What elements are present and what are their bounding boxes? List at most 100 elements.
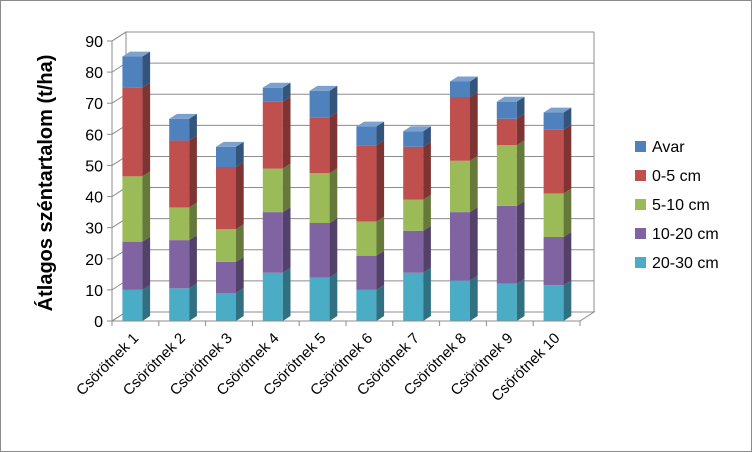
legend-item: Avar: [635, 139, 685, 156]
bar-front: [543, 237, 564, 286]
bar-front: [450, 160, 470, 213]
bar-top: [543, 107, 572, 113]
bar-side: [376, 140, 385, 222]
legend-item: 5-10 cm: [635, 197, 710, 214]
legend-swatch: [635, 170, 646, 181]
bar-side: [516, 278, 525, 321]
bar-segment-10-20-cm: [356, 250, 385, 290]
bar-front: [356, 255, 377, 290]
bar-segment-10-20-cm: [122, 236, 151, 290]
bar-side: [236, 288, 244, 321]
y-tick-label: 90: [85, 34, 103, 51]
bar-side: [189, 235, 197, 289]
y-axis-title: Átlagos széntartalom (t/ha): [34, 55, 57, 312]
legend-item: 10-20 cm: [635, 226, 719, 243]
bar-front: [496, 205, 517, 284]
y-tick-label: 70: [85, 96, 103, 113]
bar-front: [122, 241, 143, 290]
bar-side: [376, 216, 385, 256]
bar-side: [142, 82, 151, 177]
bar-side: [189, 113, 197, 141]
bar-front: [169, 207, 190, 241]
bar-front: [496, 145, 517, 206]
y-tick-label: 30: [85, 221, 103, 238]
bar-front: [543, 112, 564, 130]
bar-front: [262, 212, 283, 273]
y-tick-label: 10: [85, 283, 103, 300]
gridline: [111, 62, 594, 73]
y-tick-label: 40: [85, 190, 103, 207]
bar-front: [169, 240, 190, 289]
bar-side: [470, 207, 478, 281]
bar-segment-10-20-cm: [216, 256, 244, 293]
bar-front: [309, 277, 330, 321]
bar-segment-avar: [122, 51, 151, 88]
bar-side: [189, 135, 197, 208]
bar-side: [470, 275, 478, 321]
bar-front: [403, 272, 424, 321]
bar-side: [516, 140, 525, 206]
bar-top: [403, 126, 431, 132]
bar-front: [169, 140, 190, 208]
bar-side: [282, 82, 291, 102]
bar-side: [329, 85, 338, 118]
bar-segment-avar: [309, 85, 338, 118]
bar-front: [122, 289, 143, 321]
bar-front: [403, 199, 424, 231]
bar-side: [423, 141, 431, 200]
bar-segment-20-30-cm: [169, 283, 197, 321]
bar-stack: [216, 141, 244, 321]
bar-front: [262, 101, 283, 169]
legend-label: 0-5 cm: [652, 168, 701, 185]
y-tick-label: 20: [85, 252, 103, 269]
bar-segment-5-10-cm: [450, 155, 478, 213]
bar-top: [122, 51, 151, 57]
legend-swatch: [635, 199, 646, 210]
bar-side: [516, 96, 525, 119]
bar-front: [309, 223, 330, 278]
bar-front: [216, 146, 236, 167]
bar-front: [216, 229, 236, 262]
bar-side: [563, 124, 572, 194]
legend-label: 10-20 cm: [652, 226, 719, 243]
bar-segment-10-20-cm: [403, 225, 431, 273]
y-tick-label: 60: [85, 127, 103, 144]
bar-top: [496, 96, 525, 102]
bar-front: [356, 221, 377, 256]
bar-front: [262, 272, 283, 321]
bar-side: [236, 224, 244, 262]
bar-segment-5-10-cm: [403, 194, 431, 231]
bar-front: [309, 173, 330, 223]
legend-swatch: [635, 228, 646, 239]
bars: [122, 51, 572, 321]
bar-segment-20-30-cm: [309, 272, 338, 321]
bar-segment-0-5-cm: [216, 162, 244, 230]
bar-segment-5-10-cm: [496, 140, 525, 206]
bar-front: [356, 145, 377, 222]
bar-side: [563, 107, 572, 130]
bar-front: [543, 193, 564, 237]
bar-front: [496, 283, 517, 321]
bar-front: [356, 289, 377, 321]
bar-segment-avar: [543, 107, 572, 130]
bar-side: [282, 267, 291, 321]
bar-side: [282, 96, 291, 169]
bar-stack: [309, 85, 338, 321]
legend-label: 20-30 cm: [652, 255, 719, 272]
legend-label: Avar: [652, 139, 685, 156]
bar-side: [423, 126, 431, 147]
bar-segment-20-30-cm: [262, 267, 291, 321]
bar-segment-10-20-cm: [309, 218, 338, 278]
bar-segment-0-5-cm: [262, 96, 291, 169]
bar-segment-10-20-cm: [496, 200, 525, 284]
bar-side: [329, 112, 338, 174]
bar-stack: [543, 107, 572, 321]
bar-segment-0-5-cm: [543, 124, 572, 194]
bar-front: [169, 288, 190, 321]
bar-side: [189, 202, 197, 241]
bar-segment-10-20-cm: [169, 235, 197, 289]
bar-segment-5-10-cm: [122, 171, 151, 242]
bar-front: [543, 129, 564, 194]
